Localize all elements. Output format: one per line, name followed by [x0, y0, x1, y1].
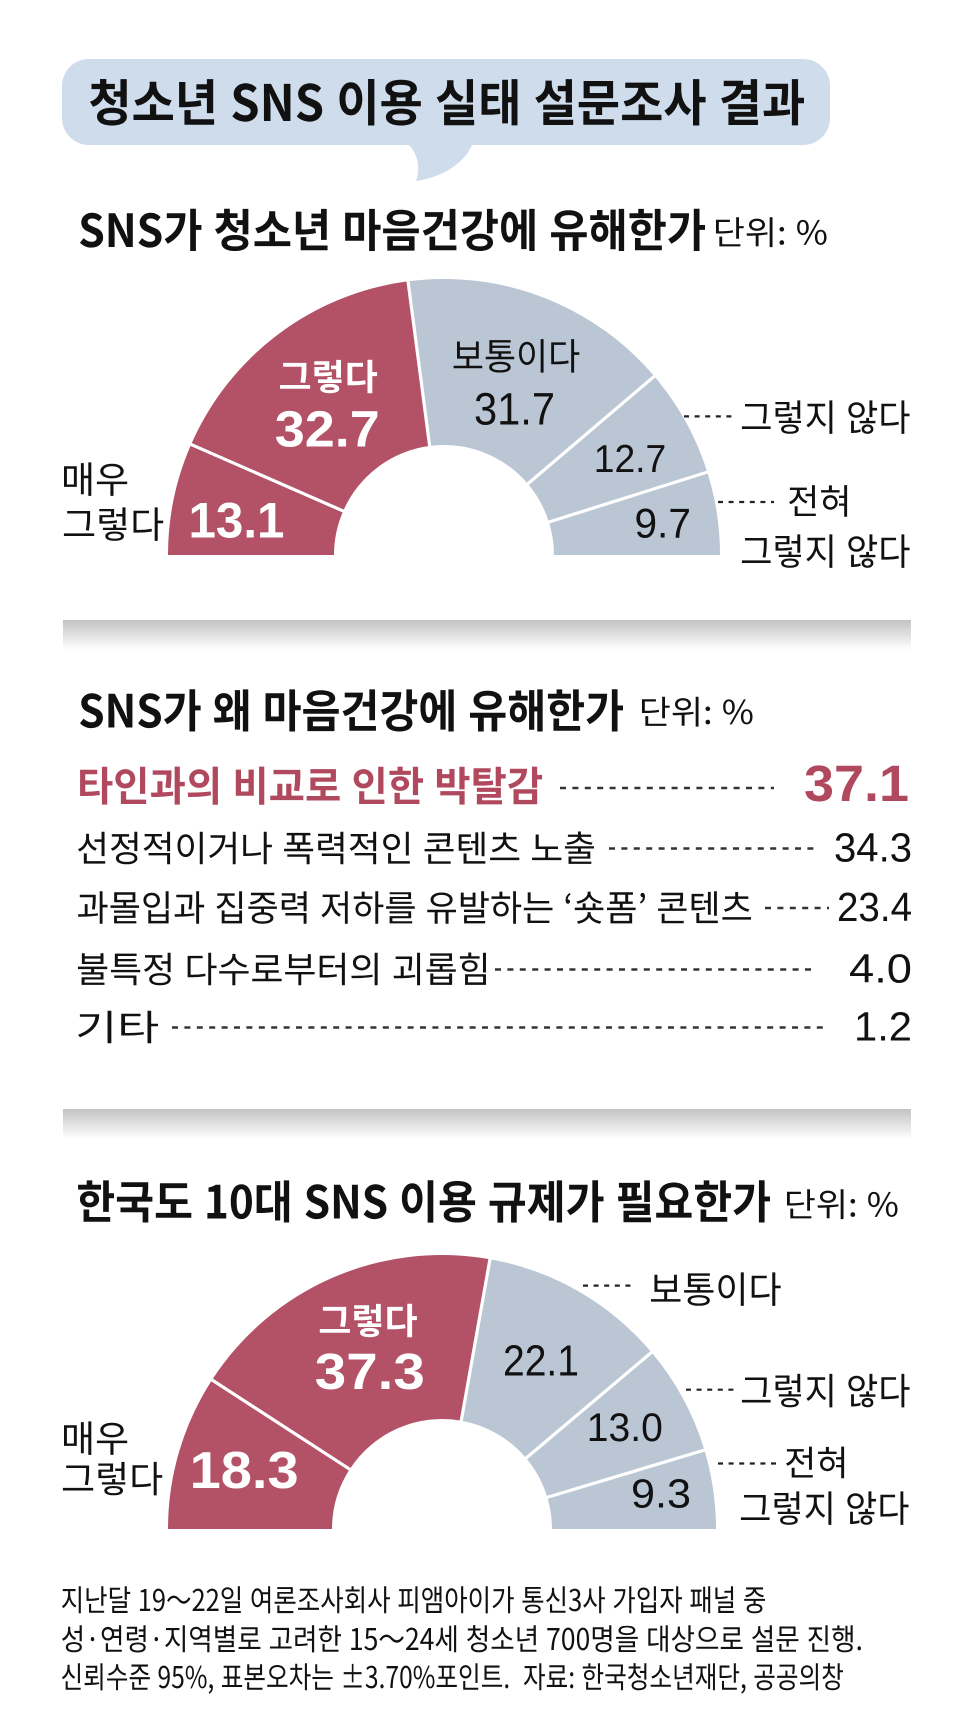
svg-text:37.1: 37.1: [804, 755, 909, 812]
svg-text:34.3: 34.3: [834, 825, 912, 871]
svg-text:13.0: 13.0: [587, 1406, 663, 1450]
svg-text:23.4: 23.4: [837, 884, 912, 930]
svg-text:13.1: 13.1: [189, 493, 285, 549]
svg-text:9.3: 9.3: [631, 1470, 691, 1516]
svg-text:4.0: 4.0: [849, 946, 912, 992]
svg-text:22.1: 22.1: [503, 1337, 579, 1385]
svg-text:12.7: 12.7: [594, 438, 667, 481]
svg-text:9.7: 9.7: [634, 500, 691, 547]
svg-text:1.2: 1.2: [854, 1004, 912, 1050]
svg-text:31.7: 31.7: [474, 384, 555, 435]
svg-text:32.7: 32.7: [275, 401, 380, 458]
svg-text:37.3: 37.3: [315, 1343, 425, 1400]
svg-text:18.3: 18.3: [190, 1441, 299, 1499]
